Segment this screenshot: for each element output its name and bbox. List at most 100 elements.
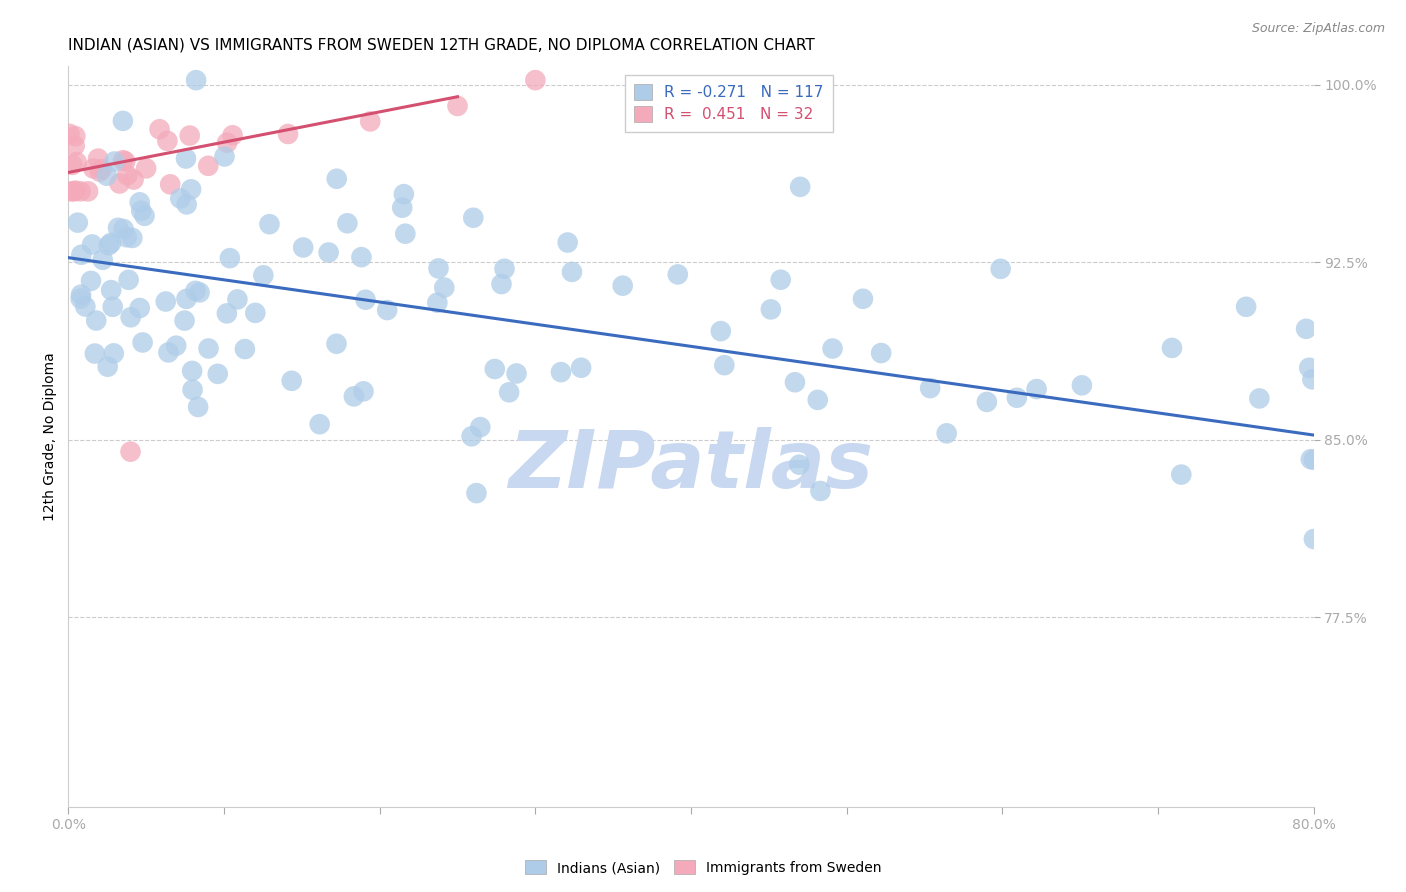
Text: INDIAN (ASIAN) VS IMMIGRANTS FROM SWEDEN 12TH GRADE, NO DIPLOMA CORRELATION CHAR: INDIAN (ASIAN) VS IMMIGRANTS FROM SWEDEN… bbox=[69, 37, 815, 53]
Point bbox=[1005, 391, 1028, 405]
Legend: R = -0.271   N = 117, R =  0.451   N = 32: R = -0.271 N = 117, R = 0.451 N = 32 bbox=[624, 75, 832, 131]
Point bbox=[569, 360, 592, 375]
Point bbox=[359, 114, 381, 128]
Point bbox=[446, 99, 468, 113]
Point bbox=[65, 184, 87, 198]
Point bbox=[75, 300, 97, 314]
Point bbox=[197, 159, 219, 173]
Point bbox=[427, 261, 450, 276]
Point bbox=[155, 294, 177, 309]
Point bbox=[120, 310, 142, 325]
Point bbox=[66, 155, 89, 169]
Point bbox=[176, 292, 198, 306]
Point bbox=[769, 273, 792, 287]
Point bbox=[129, 203, 152, 218]
Point bbox=[63, 185, 86, 199]
Point bbox=[226, 293, 249, 307]
Point bbox=[70, 248, 93, 262]
Text: ZIPatlas: ZIPatlas bbox=[509, 427, 873, 505]
Point bbox=[131, 335, 153, 350]
Point bbox=[117, 168, 139, 182]
Point bbox=[976, 395, 998, 409]
Point bbox=[245, 306, 267, 320]
Point bbox=[121, 231, 143, 245]
Point bbox=[810, 483, 832, 498]
Point bbox=[157, 345, 180, 359]
Point bbox=[63, 138, 86, 153]
Point bbox=[1298, 360, 1320, 375]
Point bbox=[207, 367, 229, 381]
Point bbox=[484, 362, 506, 376]
Point bbox=[100, 235, 122, 250]
Point bbox=[426, 295, 449, 310]
Point bbox=[111, 153, 134, 168]
Point bbox=[128, 195, 150, 210]
Point bbox=[935, 426, 957, 441]
Point bbox=[96, 169, 118, 183]
Point bbox=[69, 185, 91, 199]
Point bbox=[280, 374, 302, 388]
Point bbox=[117, 273, 139, 287]
Point bbox=[111, 114, 134, 128]
Point bbox=[122, 172, 145, 186]
Point bbox=[252, 268, 274, 283]
Point bbox=[217, 136, 239, 150]
Point bbox=[612, 278, 634, 293]
Point bbox=[460, 429, 482, 443]
Point bbox=[336, 216, 359, 230]
Point bbox=[66, 216, 89, 230]
Point bbox=[1299, 452, 1322, 467]
Point bbox=[870, 346, 893, 360]
Point bbox=[176, 197, 198, 211]
Point bbox=[292, 240, 315, 254]
Point bbox=[1161, 341, 1184, 355]
Point bbox=[188, 285, 211, 300]
Point bbox=[101, 300, 124, 314]
Point bbox=[173, 313, 195, 327]
Point bbox=[259, 217, 281, 231]
Point bbox=[165, 339, 187, 353]
Point bbox=[807, 392, 830, 407]
Point bbox=[108, 177, 131, 191]
Point bbox=[1170, 467, 1192, 482]
Point bbox=[463, 211, 485, 225]
Point bbox=[84, 313, 107, 327]
Point bbox=[103, 154, 125, 169]
Point bbox=[187, 400, 209, 414]
Point bbox=[308, 417, 330, 432]
Point bbox=[58, 127, 80, 141]
Point bbox=[179, 128, 201, 143]
Point bbox=[789, 179, 811, 194]
Point bbox=[197, 342, 219, 356]
Point bbox=[215, 306, 238, 320]
Point bbox=[392, 187, 415, 202]
Point bbox=[159, 178, 181, 192]
Point bbox=[1295, 322, 1317, 336]
Point bbox=[277, 127, 299, 141]
Point bbox=[505, 367, 527, 381]
Point bbox=[174, 152, 197, 166]
Point bbox=[494, 261, 516, 276]
Point bbox=[1234, 300, 1257, 314]
Point bbox=[391, 201, 413, 215]
Point bbox=[97, 359, 120, 374]
Point bbox=[148, 122, 170, 136]
Point bbox=[82, 161, 104, 176]
Point bbox=[69, 292, 91, 306]
Point bbox=[713, 358, 735, 372]
Y-axis label: 12th Grade, No Diploma: 12th Grade, No Diploma bbox=[44, 352, 58, 521]
Point bbox=[375, 303, 398, 318]
Point bbox=[112, 222, 135, 236]
Point bbox=[62, 158, 84, 172]
Point bbox=[77, 185, 100, 199]
Point bbox=[1302, 532, 1324, 546]
Point bbox=[666, 268, 689, 282]
Point bbox=[1301, 372, 1323, 386]
Point bbox=[115, 230, 138, 244]
Point bbox=[1025, 382, 1047, 396]
Point bbox=[710, 324, 733, 338]
Point bbox=[550, 365, 572, 379]
Point bbox=[169, 191, 191, 205]
Point bbox=[181, 383, 204, 397]
Point bbox=[353, 384, 375, 399]
